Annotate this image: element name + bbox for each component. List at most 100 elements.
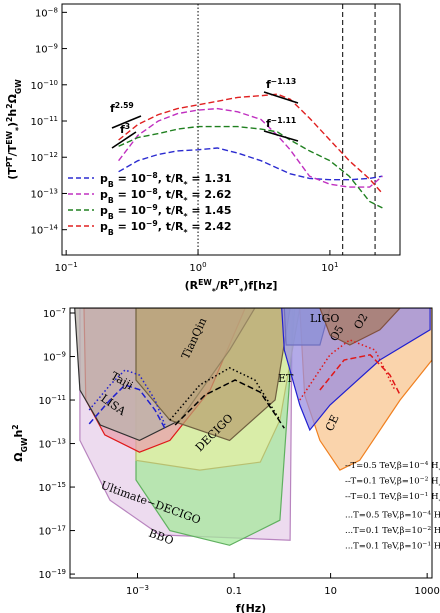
text-part: ...T=0.1 TeV,β=10 — [345, 526, 422, 536]
text-part: 10 — [38, 440, 51, 451]
text-part: Ω — [12, 452, 25, 462]
slope-annotation: f−1.13 — [266, 77, 296, 92]
text-part: 10 — [189, 263, 202, 274]
text-part: * — [184, 196, 188, 205]
slope-guide — [111, 131, 137, 149]
legend-label: pB = 10−8, t/R* = 1.31 — [100, 171, 232, 189]
slope-guide — [263, 91, 299, 104]
sensitivity-region — [283, 308, 331, 346]
text-part: = 10 — [114, 188, 147, 201]
text-part: −8 — [146, 187, 158, 196]
text-part: 10 — [55, 263, 68, 274]
y-tick-label: 10−10 — [30, 79, 58, 92]
legend-label: --T=0.1 TeV,β=10−2 H* — [345, 475, 440, 489]
text-part: 3 — [125, 122, 130, 131]
series-line — [169, 367, 281, 421]
text-part: * — [184, 180, 188, 189]
text-part: 10 — [30, 117, 43, 128]
x-tick-label: 1000 — [414, 586, 439, 597]
series-line — [118, 93, 383, 194]
plot-frame — [69, 307, 433, 579]
y-tick-label: 10−19 — [38, 568, 66, 581]
text-part: −1 — [67, 261, 77, 269]
text-part: = 10 — [114, 172, 147, 185]
text-part: −8 — [48, 6, 58, 14]
text-part: −15 — [51, 481, 66, 489]
text-part: −11 — [51, 394, 66, 402]
text-part: GW — [20, 437, 29, 452]
text-part: p — [100, 204, 108, 217]
text-part: −2 — [422, 525, 431, 532]
legend-label: --T=0.5 TeV,β=10−4 H* — [345, 460, 440, 474]
text-part: −4 — [420, 460, 429, 467]
text-part: B — [108, 196, 114, 205]
y-tick-label: 10−17 — [38, 525, 66, 538]
text-part: , t/R — [158, 220, 184, 233]
text-part: * — [439, 482, 440, 489]
text-part: −7 — [56, 307, 66, 315]
text-part: * — [14, 127, 23, 131]
y-tick-label: 10−9 — [35, 43, 58, 56]
text-part: −2 — [420, 475, 429, 482]
top-chart: 10−1 100 10110−1410−1310−1210−1110−1010−91… — [5, 3, 401, 296]
text-part: Ω — [6, 93, 19, 103]
text-part: −14 — [43, 224, 58, 232]
text-part: 10 — [30, 81, 43, 92]
x-axis-label: f(Hz) — [236, 602, 266, 613]
text-part: --T=0.5 TeV,β=10 — [345, 461, 420, 471]
series-line — [319, 353, 401, 396]
text-part: H — [428, 461, 438, 471]
region-label: CE — [323, 413, 342, 433]
text-part: * — [439, 498, 440, 505]
text-part: −11 — [43, 115, 58, 123]
y-axis-label: (TPT/TEW*)2h2ΩGW — [5, 79, 23, 180]
legend-label: --T=0.1 TeV,β=10−1 H* — [345, 491, 440, 505]
series-line — [118, 147, 383, 181]
y-tick-label: 10−14 — [30, 224, 58, 237]
text-part: p — [100, 220, 108, 233]
text-part: ...T=0.1 TeV,β=10 — [345, 542, 422, 552]
series-line — [118, 107, 383, 188]
text-part: /T — [6, 144, 19, 156]
region-label: LIGO — [310, 312, 339, 325]
text-part: EW — [5, 131, 14, 145]
text-part: , t/R — [158, 172, 184, 185]
x-tick-label: 10−3 — [126, 584, 149, 597]
legend-label: ...T=0.1 TeV,β=10−1 H* — [345, 540, 440, 554]
y-tick-label: 10−15 — [38, 481, 66, 494]
text-part: B — [108, 180, 114, 189]
text-part: f — [266, 117, 271, 130]
text-part: f — [110, 102, 115, 115]
text-part: = 1.45 — [188, 204, 232, 217]
y-tick-label: 10−7 — [43, 307, 66, 320]
legend-label: pB = 10−8, t/R* = 2.62 — [100, 187, 232, 205]
text-part: (R — [185, 279, 199, 292]
series-line — [88, 369, 166, 426]
text-part: −19 — [51, 568, 66, 576]
y-tick-label: 10−8 — [35, 6, 58, 19]
x-tick-label: 0.1 — [226, 586, 242, 597]
region-label: ET — [278, 372, 294, 385]
text-part: = 1.31 — [188, 172, 232, 185]
text-part: h — [6, 109, 19, 117]
y-tick-label: 10−9 — [43, 351, 66, 364]
sensitivity-region — [135, 308, 291, 442]
text-part: −9 — [48, 43, 58, 51]
text-part: −17 — [51, 525, 66, 533]
x-tick-label: 10 — [324, 586, 337, 597]
text-part: −9 — [146, 203, 158, 212]
y-tick-label: 10−11 — [30, 115, 58, 128]
text-part: −8 — [146, 171, 158, 180]
series-line — [174, 379, 285, 429]
text-part: 10 — [38, 396, 51, 407]
text-part: B — [108, 212, 114, 221]
text-part: 10 — [38, 483, 51, 494]
text-part: −1 — [420, 491, 429, 498]
sensitivity-region — [319, 308, 401, 346]
plot-area — [74, 308, 432, 546]
y-tick-label: 10−12 — [30, 151, 58, 164]
text-part: (T — [6, 167, 19, 180]
text-part: H — [431, 511, 440, 521]
